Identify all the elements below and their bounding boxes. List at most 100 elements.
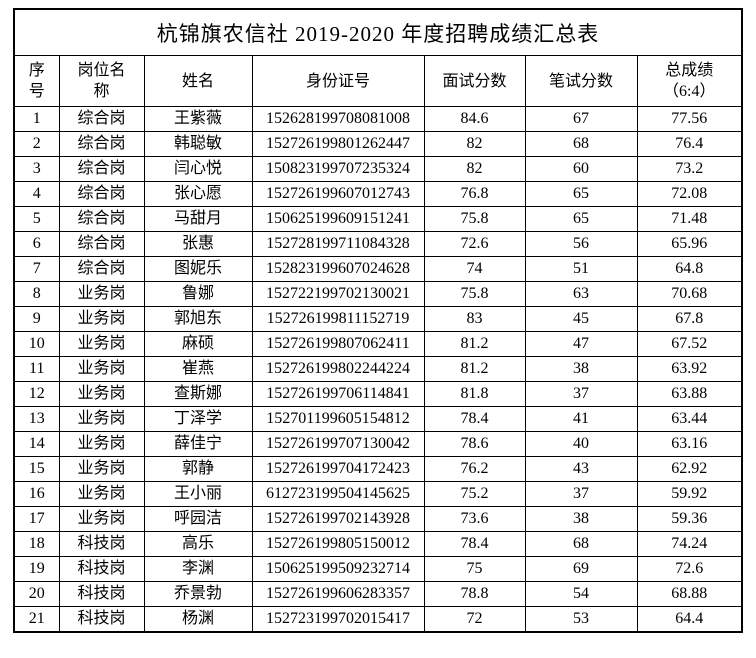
cell-id-number: 152726199805150012 bbox=[251, 531, 425, 557]
cell-total-score: 63.16 bbox=[636, 431, 743, 457]
cell-name: 图妮乐 bbox=[143, 256, 253, 282]
cell-name: 郭静 bbox=[143, 456, 253, 482]
cell-serial-number: 21 bbox=[13, 606, 60, 633]
cell-interview-score: 76.2 bbox=[423, 456, 526, 482]
cell-id-number: 152726199706114841 bbox=[251, 381, 425, 407]
cell-position-name: 综合岗 bbox=[58, 256, 145, 282]
cell-total-score: 62.92 bbox=[636, 456, 743, 482]
table-row: 16 业务岗 王小丽 612723199504145625 75.2 37 59.92 bbox=[13, 481, 743, 507]
cell-total-score: 74.24 bbox=[636, 531, 743, 557]
column-header-written-score: 笔试分数 bbox=[524, 55, 638, 107]
cell-position-name: 综合岗 bbox=[58, 206, 145, 232]
cell-serial-number: 11 bbox=[13, 356, 60, 382]
cell-total-score: 64.8 bbox=[636, 256, 743, 282]
cell-interview-score: 75.2 bbox=[423, 481, 526, 507]
cell-name: 韩聪敏 bbox=[143, 131, 253, 157]
cell-id-number: 150625199509232714 bbox=[251, 556, 425, 582]
cell-interview-score: 75.8 bbox=[423, 281, 526, 307]
cell-id-number: 152726199802244224 bbox=[251, 356, 425, 382]
cell-interview-score: 75 bbox=[423, 556, 526, 582]
cell-serial-number: 3 bbox=[13, 156, 60, 182]
cell-written-score: 54 bbox=[524, 581, 638, 607]
cell-written-score: 65 bbox=[524, 206, 638, 232]
table-row: 21 科技岗 杨渊 152723199702015417 72 53 64.4 bbox=[13, 606, 743, 633]
table-row: 9 业务岗 郭旭东 152726199811152719 83 45 67.8 bbox=[13, 306, 743, 332]
table-row: 8 业务岗 鲁娜 152722199702130021 75.8 63 70.68 bbox=[13, 281, 743, 307]
cell-interview-score: 78.4 bbox=[423, 406, 526, 432]
cell-position-name: 业务岗 bbox=[58, 506, 145, 532]
cell-serial-number: 17 bbox=[13, 506, 60, 532]
cell-total-score: 68.88 bbox=[636, 581, 743, 607]
cell-id-number: 612723199504145625 bbox=[251, 481, 425, 507]
cell-total-score: 72.6 bbox=[636, 556, 743, 582]
cell-written-score: 51 bbox=[524, 256, 638, 282]
cell-name: 闫心悦 bbox=[143, 156, 253, 182]
cell-serial-number: 14 bbox=[13, 431, 60, 457]
cell-total-score: 59.36 bbox=[636, 506, 743, 532]
cell-name: 张惠 bbox=[143, 231, 253, 257]
table-row: 12 业务岗 查斯娜 152726199706114841 81.8 37 63.88 bbox=[13, 381, 743, 407]
cell-serial-number: 5 bbox=[13, 206, 60, 232]
cell-position-name: 综合岗 bbox=[58, 181, 145, 207]
score-summary-table: 杭锦旗农信社 2019-2020 年度招聘成绩汇总表 序 号 岗位名 称 姓名 … bbox=[13, 8, 744, 633]
cell-serial-number: 12 bbox=[13, 381, 60, 407]
table-row: 5 综合岗 马甜月 150625199609151241 75.8 65 71.48 bbox=[13, 206, 743, 232]
cell-name: 李渊 bbox=[143, 556, 253, 582]
cell-written-score: 45 bbox=[524, 306, 638, 332]
cell-serial-number: 18 bbox=[13, 531, 60, 557]
cell-interview-score: 76.8 bbox=[423, 181, 526, 207]
cell-interview-score: 83 bbox=[423, 306, 526, 332]
cell-serial-number: 2 bbox=[13, 131, 60, 157]
table-row: 13 业务岗 丁泽学 152701199605154812 78.4 41 63.44 bbox=[13, 406, 743, 432]
header-row: 序 号 岗位名 称 姓名 身份证号 面试分数 笔试分数 总成绩 （6:4） bbox=[13, 55, 743, 107]
cell-interview-score: 81.8 bbox=[423, 381, 526, 407]
cell-name: 杨渊 bbox=[143, 606, 253, 633]
cell-name: 马甜月 bbox=[143, 206, 253, 232]
cell-total-score: 72.08 bbox=[636, 181, 743, 207]
cell-name: 张心愿 bbox=[143, 181, 253, 207]
cell-position-name: 业务岗 bbox=[58, 431, 145, 457]
table-row: 18 科技岗 高乐 152726199805150012 78.4 68 74.24 bbox=[13, 531, 743, 557]
column-header-serial-number: 序 号 bbox=[13, 55, 60, 107]
table-row: 1 综合岗 王紫薇 152628199708081008 84.6 67 77.56 bbox=[13, 106, 743, 132]
title-row: 杭锦旗农信社 2019-2020 年度招聘成绩汇总表 bbox=[13, 8, 743, 56]
cell-written-score: 67 bbox=[524, 106, 638, 132]
cell-id-number: 152726199807062411 bbox=[251, 331, 425, 357]
cell-name: 查斯娜 bbox=[143, 381, 253, 407]
cell-interview-score: 81.2 bbox=[423, 356, 526, 382]
cell-id-number: 152728199711084328 bbox=[251, 231, 425, 257]
column-header-name: 姓名 bbox=[143, 55, 253, 107]
cell-interview-score: 78.4 bbox=[423, 531, 526, 557]
cell-position-name: 业务岗 bbox=[58, 406, 145, 432]
cell-interview-score: 78.6 bbox=[423, 431, 526, 457]
cell-position-name: 科技岗 bbox=[58, 556, 145, 582]
cell-name: 郭旭东 bbox=[143, 306, 253, 332]
cell-total-score: 64.4 bbox=[636, 606, 743, 633]
cell-id-number: 152726199607012743 bbox=[251, 181, 425, 207]
cell-total-score: 63.88 bbox=[636, 381, 743, 407]
cell-id-number: 152726199811152719 bbox=[251, 306, 425, 332]
cell-interview-score: 75.8 bbox=[423, 206, 526, 232]
cell-id-number: 152722199702130021 bbox=[251, 281, 425, 307]
cell-serial-number: 8 bbox=[13, 281, 60, 307]
cell-serial-number: 9 bbox=[13, 306, 60, 332]
table-row: 7 综合岗 图妮乐 152823199607024628 74 51 64.8 bbox=[13, 256, 743, 282]
cell-written-score: 69 bbox=[524, 556, 638, 582]
cell-id-number: 152628199708081008 bbox=[251, 106, 425, 132]
cell-serial-number: 1 bbox=[13, 106, 60, 132]
cell-total-score: 77.56 bbox=[636, 106, 743, 132]
table-row: 2 综合岗 韩聪敏 152726199801262447 82 68 76.4 bbox=[13, 131, 743, 157]
cell-total-score: 65.96 bbox=[636, 231, 743, 257]
cell-name: 崔燕 bbox=[143, 356, 253, 382]
cell-serial-number: 13 bbox=[13, 406, 60, 432]
cell-name: 乔景勃 bbox=[143, 581, 253, 607]
cell-serial-number: 10 bbox=[13, 331, 60, 357]
table-row: 15 业务岗 郭静 152726199704172423 76.2 43 62.92 bbox=[13, 456, 743, 482]
column-header-interview-score: 面试分数 bbox=[423, 55, 526, 107]
cell-position-name: 科技岗 bbox=[58, 531, 145, 557]
cell-serial-number: 20 bbox=[13, 581, 60, 607]
cell-serial-number: 16 bbox=[13, 481, 60, 507]
cell-id-number: 152726199606283357 bbox=[251, 581, 425, 607]
cell-position-name: 业务岗 bbox=[58, 356, 145, 382]
